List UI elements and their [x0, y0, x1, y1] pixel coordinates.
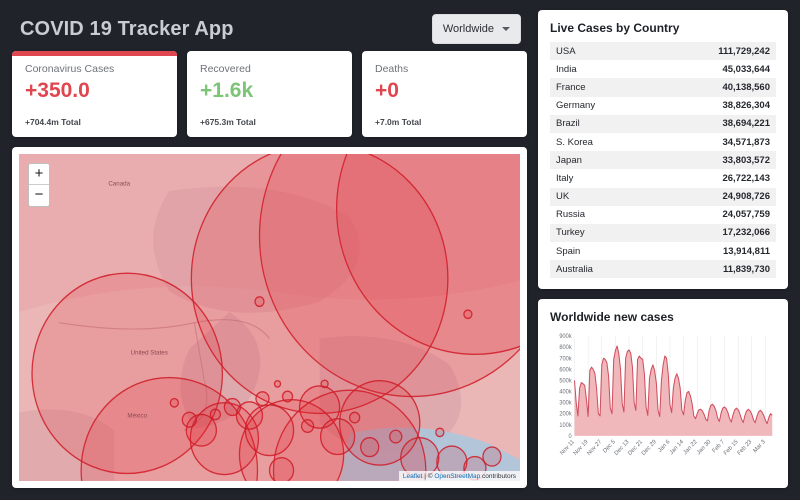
country-name: Australia — [556, 263, 593, 275]
country-cases: 45,033,644 — [722, 63, 770, 75]
table-row[interactable]: Russia 24,057,759 — [550, 206, 776, 224]
stat-cards: Coronavirus Cases +350.0 +704.4m Total R… — [12, 51, 527, 138]
zoom-out-button[interactable]: − — [29, 185, 49, 207]
map-canvas: Canada United States México — [19, 154, 520, 481]
y-axis-tick-label: 800k — [559, 345, 571, 351]
attribution-suffix: contributors — [480, 472, 516, 480]
country-cases-table: USA 111,729,242 India 45,033,644 France 40,13… — [550, 42, 776, 279]
country-name: Italy — [556, 172, 574, 184]
table-row[interactable]: Spain 13,914,811 — [550, 242, 776, 260]
y-axis-tick-label: 300k — [559, 401, 571, 407]
table-row[interactable]: Brazil 38,694,221 — [550, 114, 776, 133]
country-name: UK — [556, 191, 570, 203]
country-name: Germany — [556, 100, 596, 112]
country-selector-value: Worldwide — [442, 23, 494, 35]
country-cases: 38,826,304 — [722, 100, 770, 112]
country-cases: 13,914,811 — [722, 245, 770, 257]
map-label-united-states: United States — [131, 349, 168, 356]
country-cases: 40,138,560 — [722, 81, 770, 93]
country-cases: 38,694,221 — [722, 118, 770, 130]
map-zoom-controls[interactable]: + − — [28, 163, 50, 208]
map-label-canada: Canada — [108, 181, 130, 188]
y-axis-tick-label: 0 — [569, 434, 573, 440]
table-row[interactable]: Japan 33,803,572 — [550, 151, 776, 170]
chevron-down-icon — [502, 27, 510, 31]
stat-card-total: +704.4m Total — [25, 117, 81, 128]
map-card: Canada United States México + − Leaflet … — [12, 147, 527, 488]
x-axis-tick-label: Dec 29 — [641, 439, 658, 457]
live-cases-title: Live Cases by Country — [550, 21, 680, 35]
stat-card-value: +350.0 — [25, 79, 90, 102]
chart-title: Worldwide new cases — [550, 310, 674, 325]
country-name: France — [556, 81, 586, 93]
x-axis-tick-label: Jan 30 — [696, 439, 713, 457]
stat-card-label: Recovered — [200, 63, 251, 75]
openstreetmap-link[interactable]: OpenStreetMap — [434, 472, 481, 480]
y-axis-tick-label: 100k — [559, 423, 571, 429]
country-name: India — [556, 63, 577, 75]
table-row[interactable]: France 40,138,560 — [550, 78, 776, 97]
map-attribution: Leaflet | © OpenStreetMap contributors — [398, 471, 520, 481]
country-selector-dropdown[interactable]: Worldwide — [431, 14, 521, 44]
stat-card-label: Coronavirus Cases — [25, 63, 115, 75]
table-row[interactable]: Germany 38,826,304 — [550, 97, 776, 115]
worldwide-new-cases-panel: Worldwide new cases 0 100k 200k 300k 400k 500… — [538, 299, 788, 488]
zoom-in-button[interactable]: + — [29, 164, 49, 186]
stat-card-deaths[interactable]: Deaths +0 +7.0m Total — [362, 51, 527, 138]
country-name: Spain — [556, 245, 581, 257]
table-row[interactable]: USA 111,729,242 — [550, 42, 776, 61]
x-axis-tick-label: Jan 22 — [683, 439, 699, 456]
attribution-separator: | © — [422, 472, 435, 480]
table-row[interactable]: India 45,033,644 — [550, 60, 776, 78]
country-name: Japan — [556, 154, 582, 166]
country-cases: 24,057,759 — [722, 209, 770, 221]
line-area-chart: 0 100k 200k 300k 400k 500k 600k 700k 800k 900k Nov… — [559, 334, 773, 458]
live-cases-panel: Live Cases by Country USA 111,729,242 Indi… — [538, 10, 788, 290]
left-column: COVID 19 Tracker App Worldwide Coronavir… — [12, 10, 527, 488]
country-cases: 24,908,726 — [722, 191, 770, 203]
country-name: Russia — [556, 209, 586, 221]
country-cases: 34,571,873 — [722, 136, 770, 148]
country-cases: 33,803,572 — [722, 154, 770, 166]
y-axis-tick-label: 400k — [559, 390, 571, 396]
country-name: USA — [556, 45, 576, 57]
header-bar: COVID 19 Tracker App Worldwide — [12, 10, 527, 48]
table-row[interactable]: Italy 26,722,143 — [550, 169, 776, 187]
x-axis-tick-label: Mar 3 — [752, 439, 767, 455]
y-axis-tick-label: 700k — [559, 357, 571, 363]
stat-card-recovered[interactable]: Recovered +1.6k +675.3m Total — [187, 51, 352, 138]
right-sidebar: Live Cases by Country USA 111,729,242 Indi… — [538, 10, 788, 488]
chart-line — [573, 345, 773, 425]
x-axis-tick-label: Nov 27 — [586, 439, 603, 457]
stat-card-cases[interactable]: Coronavirus Cases +350.0 +704.4m Total — [12, 51, 177, 138]
table-row[interactable]: S. Korea 34,571,873 — [550, 133, 776, 151]
page-title: COVID 19 Tracker App — [20, 17, 234, 40]
country-cases: 17,232,066 — [722, 227, 770, 239]
country-name: Brazil — [556, 118, 580, 130]
stat-card-total: +7.0m Total — [375, 117, 422, 128]
table-row[interactable]: Australia 11,839,730 — [550, 260, 776, 279]
table-row[interactable]: Turkey 17,232,066 — [550, 223, 776, 243]
y-axis-tick-label: 600k — [559, 368, 571, 374]
country-name: S. Korea — [556, 136, 593, 148]
leaflet-link[interactable]: Leaflet — [402, 472, 423, 480]
x-axis-tick-label: Feb 23 — [737, 439, 754, 457]
y-axis-tick-label: 200k — [559, 412, 571, 418]
chart-area[interactable]: 0 100k 200k 300k 400k 500k 600k 700k 800k 900k Nov… — [550, 332, 776, 477]
stat-card-value: +1.6k — [200, 79, 254, 102]
country-cases: 111,729,242 — [718, 45, 770, 57]
stat-card-total: +675.3m Total — [200, 117, 256, 128]
map-label-mexico: México — [127, 413, 147, 420]
y-axis-tick-label: 500k — [559, 379, 571, 385]
table-row[interactable]: UK 24,908,726 — [550, 187, 776, 206]
stat-card-label: Deaths — [375, 63, 409, 75]
stat-card-accent-bar — [12, 51, 177, 56]
leaflet-map[interactable]: Canada United States México + − Leaflet … — [19, 154, 520, 481]
country-name: Turkey — [556, 227, 585, 239]
country-cases: 26,722,143 — [722, 172, 770, 184]
y-axis-tick-label: 900k — [559, 334, 571, 340]
country-cases: 11,839,730 — [722, 263, 770, 275]
stat-card-value: +0 — [375, 79, 399, 102]
